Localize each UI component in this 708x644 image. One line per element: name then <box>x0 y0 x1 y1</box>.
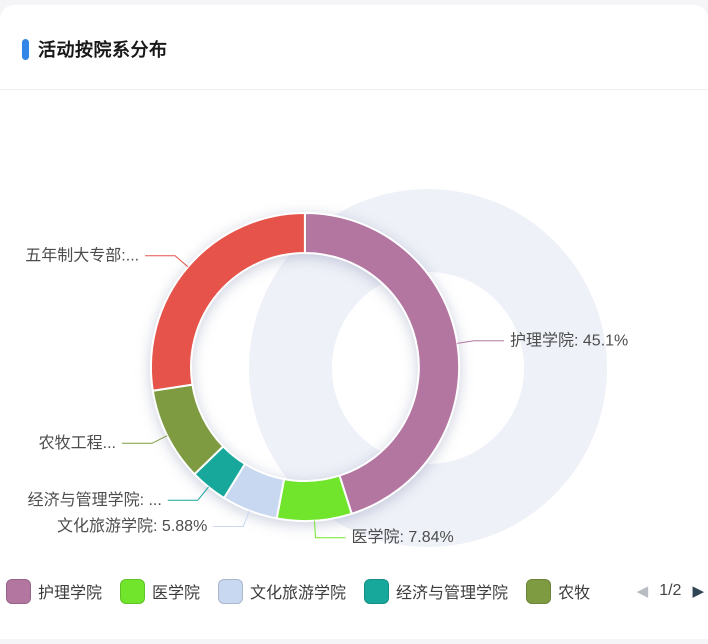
legend-item-5[interactable]: 农牧 <box>526 578 591 604</box>
legend-item-label: 医学院 <box>152 585 201 602</box>
legend-swatch-icon <box>6 578 31 604</box>
slice-label-2: 医学院: 7.84% <box>352 528 454 546</box>
legend-items: 护理学院 医学院 文化旅游学院 经济与管理学院 农牧 <box>6 578 637 604</box>
slice-label-5: 农牧工程... <box>39 434 116 452</box>
legend-page-indicator: 1/2 <box>659 582 682 599</box>
donut-series <box>150 212 461 523</box>
slice-label-1: 护理学院: 45.1% <box>510 331 628 349</box>
legend-next-icon[interactable]: ▶ <box>692 582 704 600</box>
legend-swatch-icon <box>526 578 552 604</box>
legend-item-1[interactable]: 护理学院 <box>6 578 103 604</box>
legend-swatch-icon <box>120 578 146 604</box>
chart-title: 活动按院系分布 <box>38 40 168 60</box>
donut-chart-canvas: 护理学院: 45.1% 医学院: 7.84% 文化旅游学院: 5.88% 经济与管理学… <box>25 189 628 547</box>
legend-prev-icon[interactable]: ◀ <box>636 582 649 600</box>
slice-1[interactable] <box>304 212 461 515</box>
legend-item-3[interactable]: 文化旅游学院 <box>218 578 347 604</box>
legend-swatch-icon <box>364 578 390 604</box>
legend-item-2[interactable]: 医学院 <box>120 578 201 604</box>
legend-item-label: 农牧 <box>558 585 591 602</box>
header-divider <box>0 89 708 90</box>
slice-label-6: 五年制大专部:... <box>25 246 139 264</box>
label-line-5 <box>122 435 168 444</box>
label-line-3 <box>213 510 250 527</box>
title-accent-bar-icon <box>22 38 29 60</box>
label-line-2 <box>314 520 346 539</box>
legend-item-label: 经济与管理学院 <box>396 585 509 602</box>
card-header: 活动按院系分布 <box>22 36 168 62</box>
slice-2[interactable] <box>275 474 353 523</box>
slice-6[interactable] <box>150 212 306 392</box>
donut-labels: 护理学院: 45.1% 医学院: 7.84% 文化旅游学院: 5.88% 经济与管理学… <box>25 246 628 546</box>
legend-swatch-icon <box>218 578 244 604</box>
label-line-4 <box>167 486 209 501</box>
label-line-6 <box>145 255 189 268</box>
chart-card: 活动按院系分布 护理学院: 45.1% 医学院: 7.84% 文化旅游学院: 5.8… <box>0 5 708 639</box>
slice-label-3: 文化旅游学院: 5.88% <box>57 517 207 535</box>
legend-item-label: 护理学院 <box>38 585 103 602</box>
label-line-1 <box>457 340 504 344</box>
legend: 护理学院 医学院 文化旅游学院 经济与管理学院 农牧 ◀ 1/2 ▶ <box>6 577 708 605</box>
legend-item-4[interactable]: 经济与管理学院 <box>364 578 509 604</box>
legend-item-label: 文化旅游学院 <box>250 585 347 602</box>
slice-label-4: 经济与管理学院: ... <box>28 491 162 509</box>
legend-pager: ◀ 1/2 ▶ <box>637 582 704 600</box>
